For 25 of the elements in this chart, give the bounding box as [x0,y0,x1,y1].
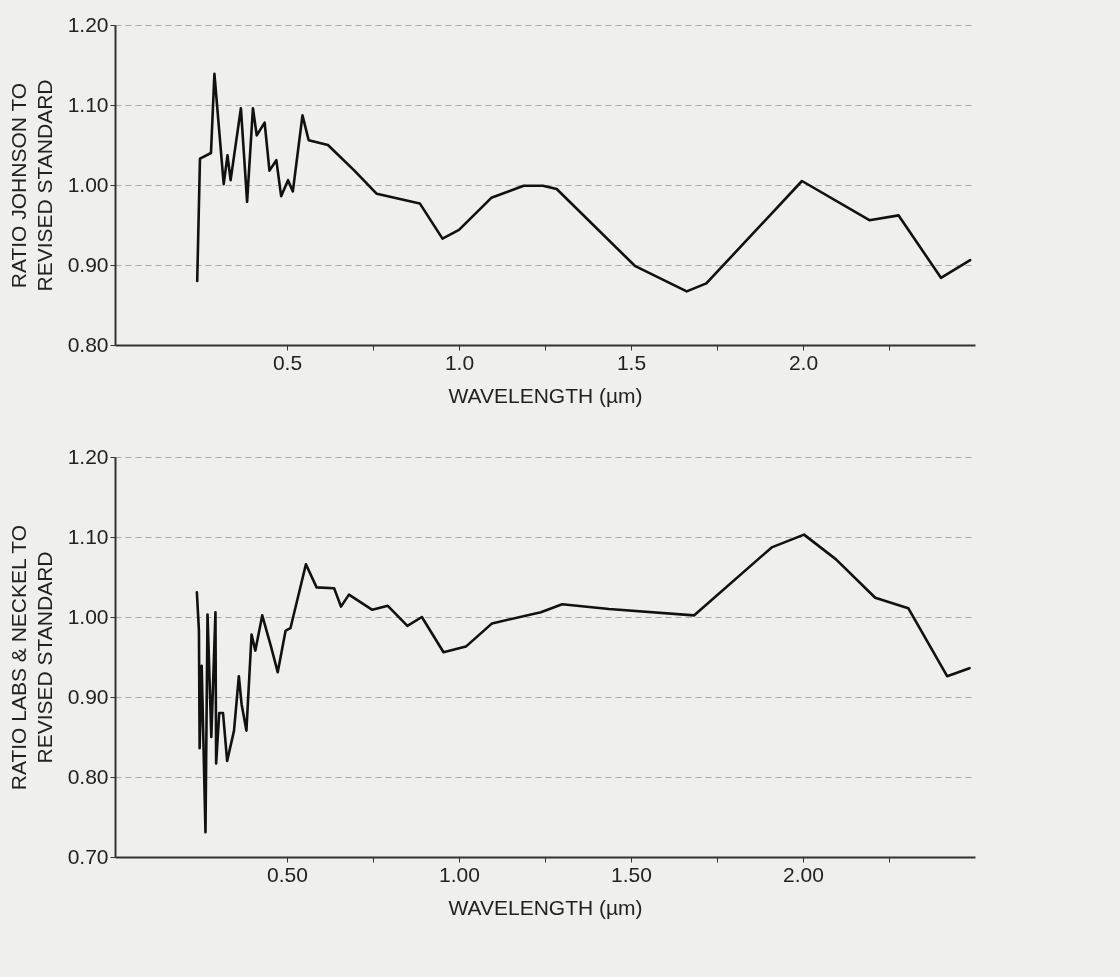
y-tick-label: 1.20 [67,444,109,468]
x-tick-label: 1.5 [616,350,647,374]
x-axis-title: WAVELENGTH (µm) [448,383,643,407]
x-tick-label: 1.00 [439,862,480,886]
y-axis-title: RATIO LABS & NECKEL TO REVISED STANDARD [6,524,56,791]
x-tick-label: 0.5 [272,350,303,374]
y-tick-label: 1.20 [67,12,109,36]
y-tick-label: 0.80 [67,764,109,788]
y-tick-label: 1.10 [67,92,109,116]
x-tick-label: 2.0 [788,350,819,374]
y-tick-label: 0.80 [67,332,109,356]
y-tick-label: 1.00 [67,604,109,628]
y-tick-label: 0.90 [67,252,109,276]
x-tick-label: 2.00 [783,862,824,886]
y-tick-label: 0.90 [67,684,109,708]
y-tick-label: 1.00 [67,172,109,196]
x-axis-title: WAVELENGTH (µm) [448,895,643,919]
x-tick-label: 0.50 [267,862,308,886]
x-tick-label: 1.0 [444,350,475,374]
line-series [195,72,972,293]
y-axis-title: RATIO JOHNSON TO REVISED STANDARD [6,79,56,292]
y-tick-label: 1.10 [67,524,109,548]
y-tick-label: 0.70 [67,844,109,868]
x-tick-label: 1.50 [611,862,652,886]
line-series [195,533,971,834]
